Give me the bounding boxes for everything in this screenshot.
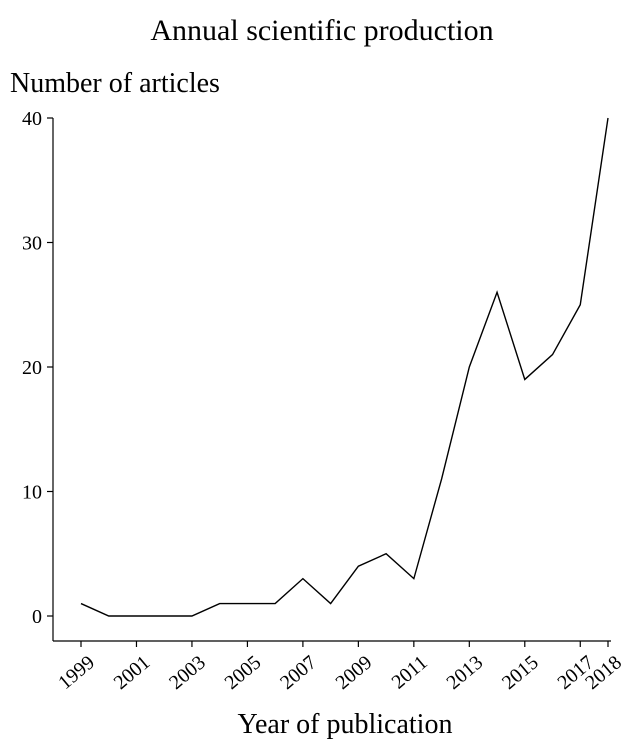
x-tick-label: 2015 — [498, 651, 543, 694]
y-tick-label: 20 — [22, 357, 42, 379]
x-tick-label: 2013 — [442, 651, 487, 694]
x-tick-label: 2005 — [221, 651, 266, 694]
y-tick-label: 0 — [32, 606, 42, 628]
y-tick-label: 10 — [22, 482, 42, 504]
series-group — [80, 117, 609, 617]
x-ticks: 1999 2001 2003 2005 2007 2009 2011 2013 2015 2017… — [54, 641, 626, 694]
y-tick-label: 40 — [22, 108, 42, 130]
x-tick-label: 2001 — [110, 651, 155, 694]
x-tick-label: 2003 — [165, 651, 210, 694]
chart-title: Annual scientific production — [150, 14, 493, 47]
y-ticks: 0 10 20 30 40 — [22, 108, 53, 628]
series-line — [80, 117, 609, 617]
x-tick-label: 2007 — [276, 651, 321, 694]
x-tick-label: 2009 — [332, 651, 377, 694]
y-tick-label: 30 — [22, 233, 42, 255]
x-axis-label: Year of publication — [238, 709, 453, 739]
x-tick-label: 1999 — [54, 651, 99, 694]
y-axis-label: Number of articles — [10, 68, 220, 99]
x-tick-label: 2011 — [388, 651, 432, 693]
